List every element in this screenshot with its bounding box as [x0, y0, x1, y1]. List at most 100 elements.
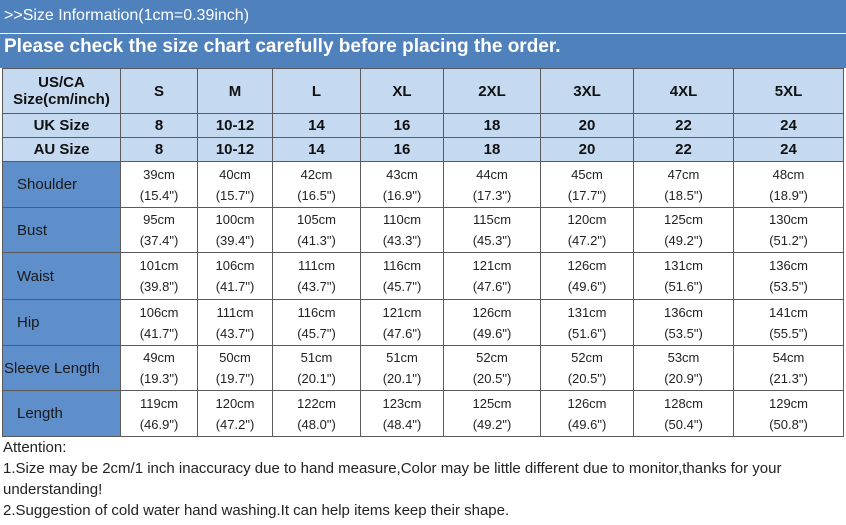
measure-row: Waist 101cm (39.8") 106cm (41.7") 111cm (43.7"… — [2, 252, 844, 300]
measure-cell: 120cm (47.2") — [540, 207, 634, 253]
header-label: AU Size — [2, 137, 121, 162]
inch-value: (55.5") — [769, 325, 808, 341]
inch-value: (53.5") — [664, 325, 703, 341]
size-info-title: >>Size Information(1cm=0.39inch) — [0, 0, 846, 34]
measure-cell: 39cm (15.4") — [120, 161, 198, 208]
size-header: XL — [360, 68, 444, 114]
cm-value: 48cm — [772, 166, 805, 182]
inch-value: (15.7") — [215, 187, 255, 203]
measure-cell: 121cm (47.6") — [360, 299, 444, 346]
inch-value: (20.5") — [472, 371, 512, 386]
cm-value: 52cm — [476, 350, 508, 365]
cm-value: 123cm — [382, 395, 422, 411]
inch-value: (41.3") — [297, 233, 336, 248]
cm-value: 130cm — [768, 212, 809, 227]
inch-value: (17.7") — [567, 187, 607, 203]
size-header: 18 — [443, 137, 541, 162]
cm-value: 119cm — [139, 395, 179, 411]
inch-value: (41.7") — [139, 325, 179, 341]
measure-cell: 40cm (15.7") — [197, 161, 273, 208]
measure-cell: 52cm (20.5") — [443, 345, 541, 391]
row-label: Sleeve Length — [2, 345, 121, 391]
notice: Please check the size chart carefully be… — [0, 34, 846, 68]
cm-value: 95cm — [143, 212, 175, 227]
inch-value: (43.7") — [215, 325, 255, 341]
cm-value: 40cm — [219, 166, 251, 182]
cm-value: 105cm — [296, 212, 337, 227]
inch-value: (46.9") — [139, 416, 179, 432]
measure-row: Shoulder 39cm (15.4") 40cm (15.7") 42cm (16.5"… — [2, 161, 844, 208]
cm-value: 111cm — [297, 258, 336, 273]
measure-cell: 49cm (19.3") — [120, 345, 198, 391]
inch-value: (49.6") — [567, 279, 607, 294]
size-header: 20 — [540, 113, 634, 138]
cm-value: 141cm — [768, 304, 809, 320]
size-header: 16 — [360, 137, 444, 162]
inch-value: (39.8") — [139, 279, 179, 294]
measure-cell: 106cm (41.7") — [120, 299, 198, 346]
measure-cell: 51cm (20.1") — [272, 345, 361, 391]
measure-cell: 42cm (16.5") — [272, 161, 361, 208]
cm-value: 43cm — [386, 166, 418, 182]
cm-value: 125cm — [663, 212, 704, 227]
cm-value: 136cm — [768, 258, 809, 273]
inch-value: (47.2") — [215, 416, 255, 432]
measure-cell: 126cm (49.6") — [540, 390, 634, 437]
cm-value: 110cm — [382, 212, 422, 227]
cm-value: 126cm — [567, 395, 607, 411]
inch-value: (20.1") — [382, 371, 422, 386]
inch-value: (49.2") — [472, 416, 512, 432]
inch-value: (19.7") — [215, 371, 255, 386]
note-line: 1.Size may be 2cm/1 inch inaccuracy due … — [3, 460, 782, 498]
inch-value: (47.2") — [567, 233, 607, 248]
cm-value: 54cm — [772, 350, 805, 365]
inch-value: (45.7") — [297, 325, 336, 341]
header-label: UK Size — [2, 113, 121, 138]
cm-value: 129cm — [768, 395, 809, 411]
inch-value: (51.6") — [567, 325, 607, 341]
inch-value: (20.9") — [664, 371, 703, 386]
inch-value: (39.4") — [215, 233, 255, 248]
inch-value: (18.5") — [664, 187, 703, 203]
cm-value: 126cm — [567, 258, 607, 273]
measure-cell: 130cm (51.2") — [733, 207, 844, 253]
inch-value: (20.5") — [567, 371, 607, 386]
measure-cell: 101cm (39.8") — [120, 252, 198, 300]
cm-value: 131cm — [567, 304, 607, 320]
inch-value: (43.3") — [382, 233, 422, 248]
cm-value: 115cm — [472, 212, 512, 227]
cm-value: 100cm — [215, 212, 255, 227]
size-header: L — [272, 68, 361, 114]
size-header: 20 — [540, 137, 634, 162]
size-header: 22 — [633, 137, 734, 162]
cm-value: 49cm — [143, 350, 175, 365]
measure-cell: 51cm (20.1") — [360, 345, 444, 391]
measure-cell: 122cm (48.0") — [272, 390, 361, 437]
measure-cell: 95cm (37.4") — [120, 207, 198, 253]
inch-value: (15.4") — [139, 187, 179, 203]
cm-value: 45cm — [571, 166, 603, 182]
size-header: 8 — [120, 113, 198, 138]
size-header: 22 — [633, 113, 734, 138]
measure-cell: 131cm (51.6") — [633, 252, 734, 300]
inch-value: (18.9") — [769, 187, 808, 203]
cm-value: 121cm — [472, 258, 512, 273]
size-header: 8 — [120, 137, 198, 162]
inch-value: (41.7") — [215, 279, 255, 294]
inch-value: (48.0") — [297, 416, 336, 432]
size-header: 24 — [733, 137, 844, 162]
cm-value: 50cm — [219, 350, 251, 365]
cm-value: 52cm — [571, 350, 603, 365]
measure-row: Sleeve Length 49cm (19.3") 50cm (19.7") 51cm (… — [2, 345, 844, 391]
note-line: Attention: — [3, 439, 67, 456]
size-header: 10-12 — [197, 137, 273, 162]
inch-value: (53.5") — [769, 279, 808, 294]
measure-row: Length 119cm (46.9") 120cm (47.2") 122cm (48.0… — [2, 390, 844, 437]
measure-cell: 126cm (49.6") — [540, 252, 634, 300]
cm-value: 116cm — [382, 258, 422, 273]
inch-value: (49.2") — [664, 233, 703, 248]
measure-cell: 110cm (43.3") — [360, 207, 444, 253]
cm-value: 125cm — [472, 395, 512, 411]
row-label: Waist — [2, 252, 121, 300]
